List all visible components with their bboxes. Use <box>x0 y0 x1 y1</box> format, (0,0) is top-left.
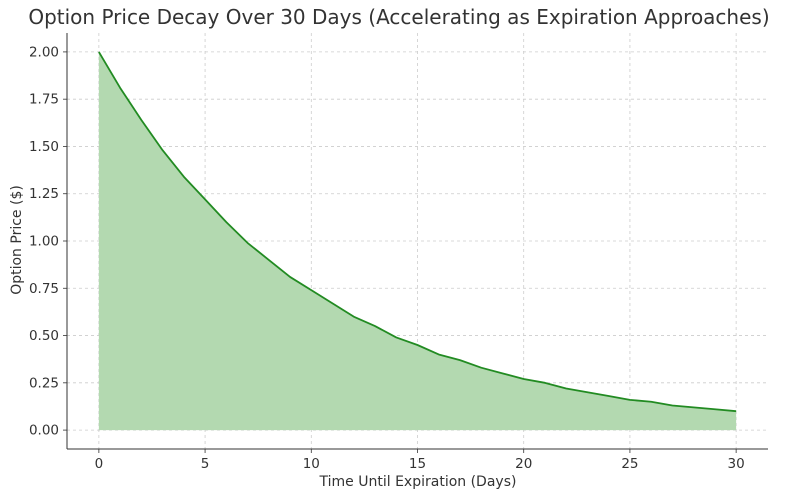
y-tick-label: 0.50 <box>29 328 59 344</box>
y-tick-label: 0.00 <box>29 423 59 439</box>
y-tick-label: 2.00 <box>29 44 59 60</box>
y-tick-label: 1.00 <box>29 234 59 250</box>
y-tick-label: 0.75 <box>29 281 59 297</box>
y-tick-label: 1.75 <box>29 92 59 108</box>
chart-title: Option Price Decay Over 30 Days (Acceler… <box>28 5 769 29</box>
y-axis-label: Option Price ($) <box>9 185 25 295</box>
y-tick-label: 1.50 <box>29 139 59 155</box>
x-tick-label: 0 <box>95 456 104 472</box>
x-tick-label: 10 <box>303 456 320 472</box>
y-tick-label: 0.25 <box>29 375 59 391</box>
x-axis-ticks: 0 5 10 15 20 25 30 <box>95 449 745 472</box>
axes-frame <box>66 33 768 450</box>
y-axis-ticks: 0.00 0.25 0.50 0.75 1.00 1.25 1.50 1.75 2.00 <box>29 44 67 439</box>
x-tick-label: 15 <box>409 456 426 472</box>
plot-area <box>98 51 737 431</box>
x-tick-label: 20 <box>515 456 532 472</box>
x-axis-label: Time Until Expiration (Days) <box>319 474 517 490</box>
y-tick-label: 1.25 <box>29 186 59 202</box>
x-tick-label: 30 <box>728 456 745 472</box>
area-fill <box>98 51 737 431</box>
x-tick-label: 25 <box>621 456 638 472</box>
series-line <box>98 51 737 413</box>
x-tick-label: 5 <box>201 456 210 472</box>
